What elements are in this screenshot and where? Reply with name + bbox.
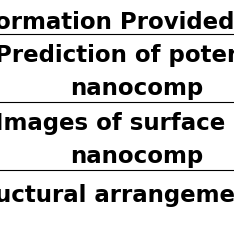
Text: Prediction of potenti: Prediction of potenti	[0, 44, 234, 67]
Text: Images of surface m: Images of surface m	[0, 112, 234, 135]
Text: uctural arrangement: uctural arrangement	[0, 184, 234, 207]
Text: ormation Provided: ormation Provided	[0, 11, 234, 33]
Text: nanocomp: nanocomp	[70, 145, 203, 168]
Text: nanocomp: nanocomp	[70, 77, 203, 100]
